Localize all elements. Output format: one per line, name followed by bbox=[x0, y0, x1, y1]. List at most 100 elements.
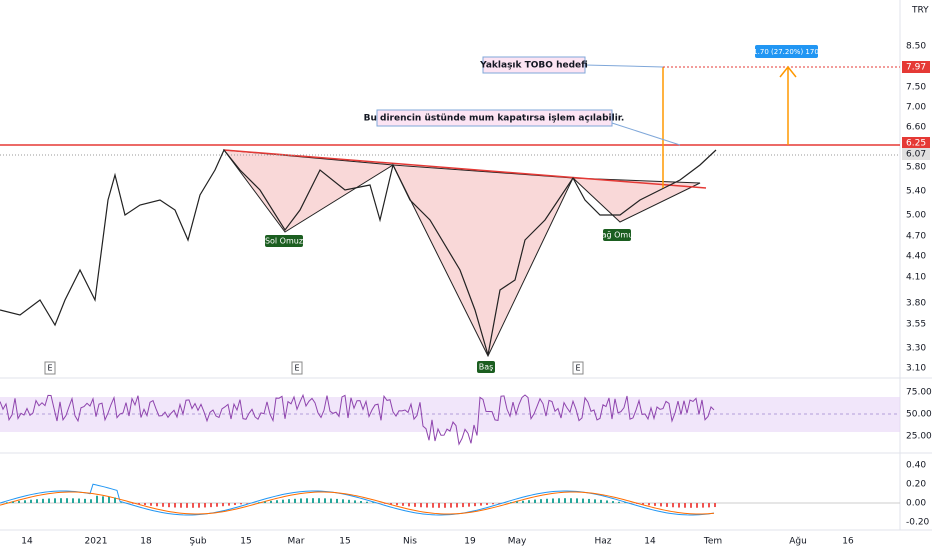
macd-histogram bbox=[102, 496, 104, 503]
macd-histogram bbox=[708, 503, 710, 507]
macd-histogram bbox=[6, 502, 8, 503]
price-label: 6.60 bbox=[906, 123, 926, 133]
macd-histogram bbox=[486, 503, 488, 505]
macd-histogram bbox=[534, 500, 536, 503]
time-label: 16 bbox=[842, 537, 854, 547]
macd-histogram bbox=[420, 503, 422, 507]
macd-histogram bbox=[528, 500, 530, 503]
macd-histogram bbox=[348, 500, 350, 503]
macd-histogram bbox=[660, 503, 662, 506]
macd-histogram bbox=[498, 503, 500, 504]
price-label: 3.80 bbox=[906, 299, 926, 309]
macd-histogram bbox=[318, 498, 320, 503]
macd-histogram bbox=[36, 499, 38, 503]
macd-histogram bbox=[204, 503, 206, 507]
price-tag-text: 6.25 bbox=[906, 139, 926, 149]
macd-histogram bbox=[108, 497, 110, 503]
macd-histogram bbox=[24, 500, 26, 503]
macd-label: 0.40 bbox=[906, 461, 926, 471]
macd-histogram bbox=[456, 503, 458, 507]
time-label: Şub bbox=[189, 537, 206, 547]
price-label: 3.10 bbox=[906, 364, 926, 374]
earnings-marker: E bbox=[294, 364, 299, 373]
price-label: 7.50 bbox=[906, 83, 926, 93]
macd-histogram bbox=[72, 498, 74, 503]
time-label: Haz bbox=[594, 537, 611, 547]
pattern-label: Baş bbox=[479, 363, 494, 372]
macd-histogram bbox=[576, 498, 578, 503]
macd-histogram bbox=[690, 503, 692, 508]
macd-histogram bbox=[156, 503, 158, 506]
macd-histogram bbox=[594, 499, 596, 503]
macd-histogram bbox=[132, 503, 134, 504]
macd-histogram bbox=[678, 503, 680, 508]
time-label: Tem bbox=[703, 537, 722, 547]
price-label: 4.10 bbox=[906, 273, 926, 283]
macd-label: 0.00 bbox=[906, 499, 926, 509]
macd-histogram bbox=[216, 503, 218, 507]
macd-histogram bbox=[366, 502, 368, 503]
price-label: 4.70 bbox=[906, 232, 926, 242]
macd-histogram bbox=[150, 503, 152, 506]
macd-histogram bbox=[324, 498, 326, 503]
macd-histogram bbox=[30, 500, 32, 503]
measure-text: 1.70 (27.20%) 170 bbox=[753, 48, 819, 56]
macd-histogram bbox=[588, 499, 590, 503]
macd-histogram bbox=[66, 498, 68, 503]
macd-histogram bbox=[546, 499, 548, 503]
price-tag-text: 7.97 bbox=[906, 63, 926, 73]
earnings-marker: E bbox=[575, 364, 580, 373]
macd-histogram bbox=[234, 503, 236, 505]
time-label: 14 bbox=[644, 537, 656, 547]
earnings-marker: E bbox=[47, 364, 52, 373]
time-label: May bbox=[508, 537, 527, 547]
price-label: 7.00 bbox=[906, 103, 926, 113]
macd-histogram bbox=[264, 502, 266, 503]
macd-histogram bbox=[312, 498, 314, 503]
macd-histogram bbox=[54, 498, 56, 503]
macd-histogram bbox=[222, 503, 224, 506]
macd-histogram bbox=[276, 500, 278, 503]
price-tag-text: 6.07 bbox=[906, 150, 926, 160]
macd-histogram bbox=[336, 499, 338, 503]
macd-histogram bbox=[408, 503, 410, 506]
macd-histogram bbox=[246, 503, 248, 504]
macd-histogram bbox=[210, 503, 212, 507]
macd-label: -0.20 bbox=[906, 518, 930, 528]
macd-histogram bbox=[12, 502, 14, 503]
macd-histogram bbox=[390, 503, 392, 505]
macd-histogram bbox=[342, 499, 344, 503]
macd-histogram bbox=[414, 503, 416, 507]
macd-histogram bbox=[468, 503, 470, 507]
macd-histogram bbox=[240, 503, 242, 504]
macd-histogram bbox=[666, 503, 668, 507]
macd-histogram bbox=[162, 503, 164, 507]
macd-histogram bbox=[606, 500, 608, 503]
macd-histogram bbox=[294, 499, 296, 503]
time-label: 2021 bbox=[85, 537, 108, 547]
macd-histogram bbox=[636, 503, 638, 504]
macd-histogram bbox=[564, 498, 566, 503]
macd-histogram bbox=[306, 498, 308, 503]
macd-histogram bbox=[474, 503, 476, 506]
macd-histogram bbox=[114, 498, 116, 503]
time-label: Nis bbox=[403, 537, 417, 547]
macd-histogram bbox=[438, 503, 440, 508]
callout-text: Yaklaşık TOBO hedefi bbox=[479, 61, 588, 71]
macd-histogram bbox=[402, 503, 404, 506]
macd-histogram bbox=[510, 502, 512, 503]
macd-histogram bbox=[684, 503, 686, 508]
macd-histogram bbox=[78, 499, 80, 503]
macd-histogram bbox=[450, 503, 452, 508]
macd-histogram bbox=[186, 503, 188, 508]
macd-histogram bbox=[192, 503, 194, 508]
time-label: 18 bbox=[140, 537, 152, 547]
macd-histogram bbox=[612, 501, 614, 503]
macd-histogram bbox=[384, 503, 386, 504]
macd-histogram bbox=[60, 498, 62, 503]
macd-histogram bbox=[42, 499, 44, 503]
macd-histogram bbox=[714, 503, 716, 507]
time-label: 14 bbox=[21, 537, 33, 547]
macd-histogram bbox=[492, 503, 494, 504]
